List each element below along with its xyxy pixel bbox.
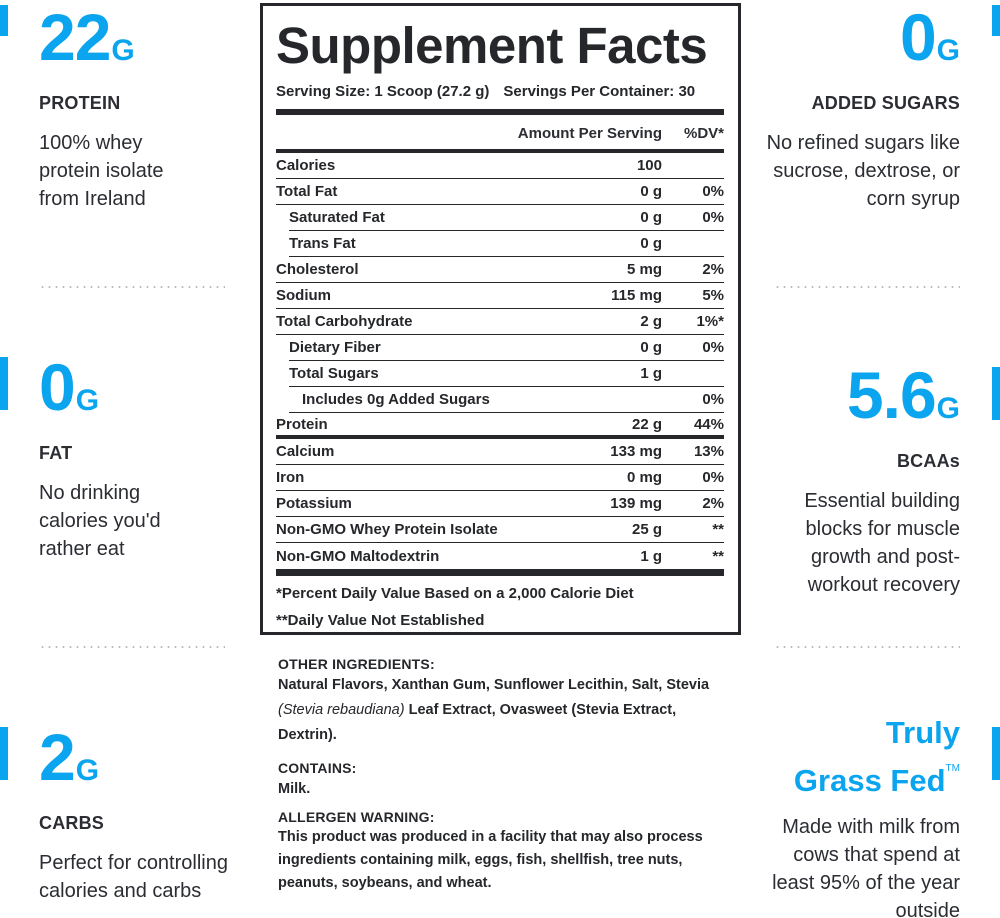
stat-value: 22G [39,0,135,74]
accent-bar [0,357,8,410]
facts-row: Cholesterol 5 mg 2% [276,257,724,283]
facts-row: Non-GMO Whey Protein Isolate 25 g ** [276,517,724,543]
allergen-text: This product was produced in a facility … [278,829,703,891]
col-amount-header: Amount Per Serving [517,124,662,142]
dotted-divider [774,646,960,648]
serving-info: Serving Size: 1 Scoop (27.2 g) Servings … [276,83,724,100]
stat-value: 0G [899,0,960,74]
facts-row: Total Carbohydrate 2 g 1%* [276,309,724,335]
stat-description: Essential building blocks for muscle gro… [804,490,960,596]
dotted-divider [39,286,225,288]
facts-row: Saturated Fat 0 g 0% [289,205,724,231]
stat-added-sugars: 0G ADDED SUGARS No refined sugars like s… [740,0,960,213]
facts-row: Calories 100 [276,153,724,179]
supplement-facts-panel: Supplement Facts Serving Size: 1 Scoop (… [260,3,741,635]
stat-description: 100% whey protein isolate from Ireland [39,132,164,210]
servings-per-container: Servings Per Container: 30 [503,83,696,100]
thick-divider [276,569,724,576]
stat-value: 0G [39,350,100,424]
stat-fat: 0G FAT No drinking calories you'd rather… [39,350,259,563]
stat-description: Perfect for controlling calories and car… [39,852,228,902]
facts-row: Potassium 139 mg 2% [276,491,724,517]
other-ingredients-text: Natural Flavors, Xanthan Gum, Sunflower … [278,677,710,743]
col-dv-header: %DV* [683,124,724,142]
dotted-divider [774,286,960,288]
accent-bar [992,727,1000,780]
divider [276,149,724,153]
facts-title: Supplement Facts [276,17,708,74]
accent-bar [0,5,8,36]
stat-description: No drinking calories you'd rather eat [39,482,161,560]
stat-value: 2G [39,720,100,794]
facts-row: Total Fat 0 g 0% [276,179,724,205]
stat-protein: 22G PROTEIN 100% whey protein isolate fr… [39,0,259,213]
facts-row: Calcium 133 mg 13% [276,439,724,465]
facts-row: Sodium 115 mg 5% [276,283,724,309]
facts-row: Protein 22 g 44% [276,413,724,439]
other-ingredients-heading: OTHER INGREDIENTS: [278,656,435,672]
column-headers: Amount Per Serving %DV* [276,115,724,149]
stat-grass-fed: Truly Grass FedTM Made with milk from co… [740,715,960,918]
allergen-heading: ALLERGEN WARNING: [278,809,435,825]
contains-text: Milk. [278,781,311,797]
footnote-dv: *Percent Daily Value Based on a 2,000 Ca… [276,585,634,602]
stat-value: 5.6G [846,358,960,432]
stat-bcaas: 5.6G BCAAs Essential building blocks for… [740,358,960,599]
stat-label: BCAAs [896,451,960,471]
stat-label: FAT [39,443,73,463]
facts-row: Includes 0g Added Sugars 0% [289,387,724,413]
ingredients-section: OTHER INGREDIENTS: Natural Flavors, Xant… [278,655,738,895]
accent-bar [992,5,1000,36]
stat-carbs: 2G CARBS Perfect for controlling calorie… [39,720,259,905]
stat-description: Made with milk from cows that spend at l… [772,816,960,918]
facts-row: Non-GMO Maltodextrin 1 g ** [276,547,724,565]
grass-fed-title: Truly Grass FedTM [793,715,960,798]
accent-bar [992,367,1000,420]
footnote-not-established: **Daily Value Not Established [276,612,485,629]
stat-label: CARBS [39,813,105,833]
accent-bar [0,727,8,780]
dotted-divider [39,646,225,648]
stat-description: No refined sugars like sucrose, dextrose… [766,132,960,210]
contains-heading: CONTAINS: [278,760,357,776]
facts-row: Dietary Fiber 0 g 0% [289,335,724,361]
stat-label: PROTEIN [39,93,121,113]
serving-size: Serving Size: 1 Scoop (27.2 g) [276,83,490,100]
facts-row: Total Sugars 1 g [289,361,724,387]
thick-divider [276,109,724,115]
facts-row: Iron 0 mg 0% [276,465,724,491]
stat-label: ADDED SUGARS [811,93,960,113]
facts-row: Trans Fat 0 g [289,231,724,257]
